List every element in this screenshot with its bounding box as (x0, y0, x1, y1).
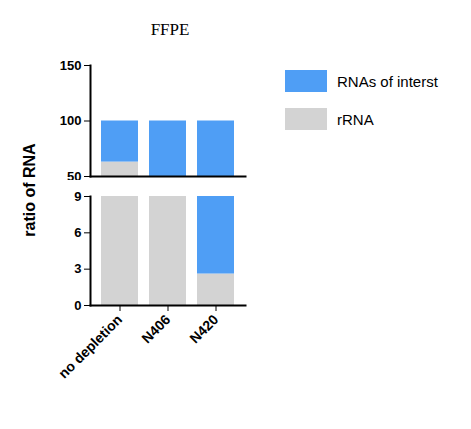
svg-text:6: 6 (74, 225, 81, 240)
svg-text:9: 9 (74, 190, 81, 204)
svg-text:3: 3 (74, 261, 81, 276)
svg-text:100: 100 (60, 113, 82, 128)
svg-text:50: 50 (67, 169, 81, 180)
svg-text:N406: N406 (138, 311, 173, 346)
svg-text:150: 150 (60, 60, 82, 73)
html-text:ratio of RNA: ratio of RNA (21, 143, 38, 237)
html-text:RNAs of interst: RNAs of interst (337, 72, 438, 90)
html-text:rRNA: rRNA (337, 110, 374, 128)
svg-text:no depletion: no depletion (55, 311, 125, 381)
svg-text:0: 0 (74, 298, 81, 313)
svg-text:N420: N420 (186, 311, 221, 346)
html-text:FFPE: FFPE (150, 20, 190, 39)
